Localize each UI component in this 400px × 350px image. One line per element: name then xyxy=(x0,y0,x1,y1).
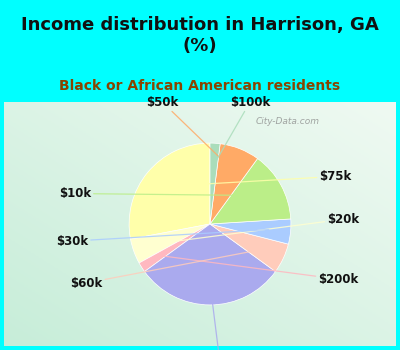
Text: $60k: $60k xyxy=(70,249,264,289)
Text: $20k: $20k xyxy=(154,213,359,244)
Text: $75k: $75k xyxy=(164,170,352,187)
Wedge shape xyxy=(210,224,288,272)
Wedge shape xyxy=(144,224,276,305)
Wedge shape xyxy=(210,143,220,224)
Wedge shape xyxy=(139,224,210,272)
Wedge shape xyxy=(210,219,291,244)
Text: Black or African American residents: Black or African American residents xyxy=(60,79,340,93)
Text: $200k: $200k xyxy=(160,256,359,286)
Wedge shape xyxy=(210,159,291,224)
Text: Income distribution in Harrison, GA
(%): Income distribution in Harrison, GA (%) xyxy=(21,16,379,55)
Text: $100k: $100k xyxy=(214,96,270,165)
Text: $30k: $30k xyxy=(56,230,269,248)
Text: $40k: $40k xyxy=(203,283,236,350)
Text: City-Data.com: City-Data.com xyxy=(256,117,320,126)
Wedge shape xyxy=(129,143,210,239)
Text: $50k: $50k xyxy=(146,96,232,169)
Wedge shape xyxy=(130,224,210,263)
Text: $10k: $10k xyxy=(59,187,262,200)
Wedge shape xyxy=(210,144,258,224)
